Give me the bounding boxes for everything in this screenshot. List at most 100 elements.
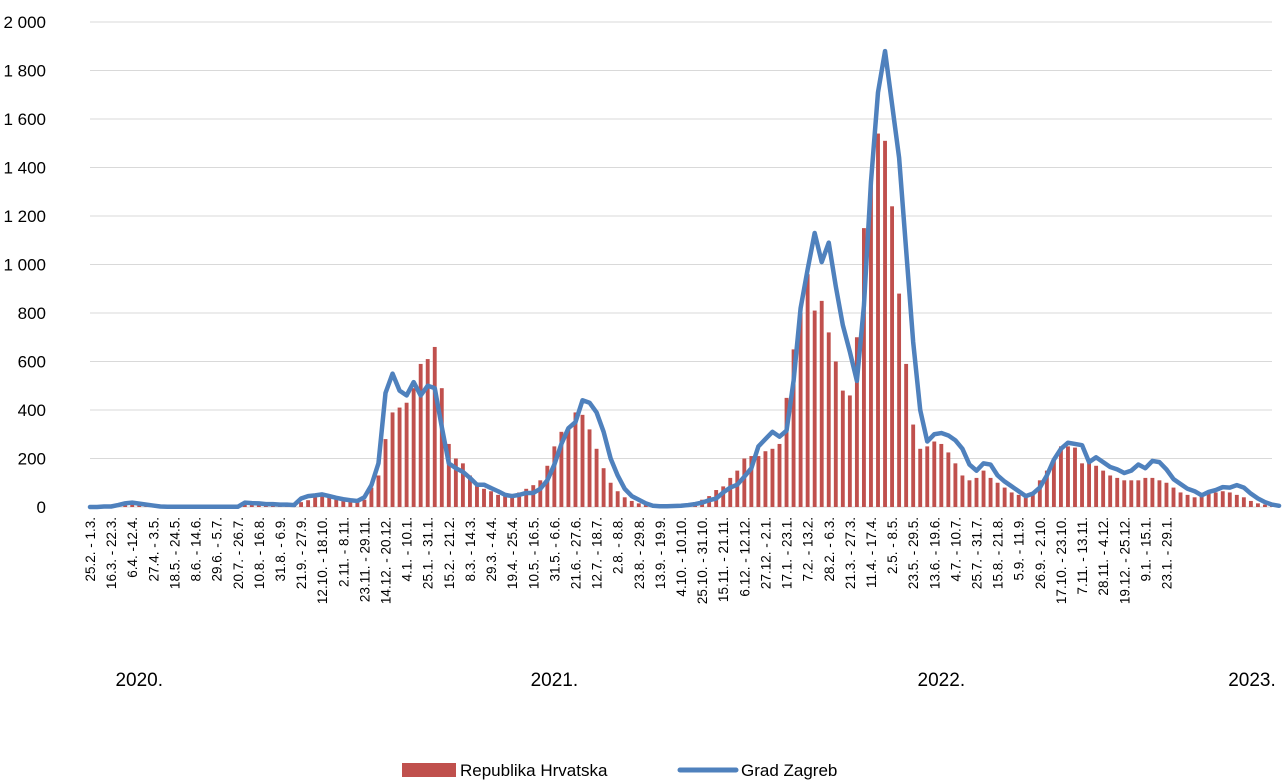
bar-republika-hrvatska <box>721 486 726 507</box>
bar-republika-hrvatska <box>1241 497 1246 507</box>
bar-republika-hrvatska <box>988 477 993 507</box>
bar-republika-hrvatska <box>756 456 761 507</box>
bar-republika-hrvatska <box>1206 493 1211 507</box>
bar-republika-hrvatska <box>1192 497 1197 507</box>
bar-republika-hrvatska <box>643 505 648 507</box>
bar-republika-hrvatska <box>981 470 986 507</box>
bar-republika-hrvatska <box>1101 470 1106 507</box>
bar-series-republika-hrvatska <box>109 133 1274 508</box>
bar-republika-hrvatska <box>475 483 479 507</box>
x-tick-label: 16.3. - 22.3. <box>104 517 119 589</box>
x-tick-label: 21.3. - 27.3. <box>843 517 858 589</box>
x-tick-label: 28.2. - 6.3. <box>822 517 837 582</box>
bar-republika-hrvatska <box>1129 480 1134 507</box>
x-tick-label: 29.6. - 5.7. <box>210 517 225 582</box>
bar-republika-hrvatska <box>566 428 571 507</box>
x-tick-label: 12.10. - 18.10. <box>315 517 330 604</box>
bar-republika-hrvatska <box>1199 494 1204 507</box>
bar-republika-hrvatska <box>594 448 599 507</box>
bar-republika-hrvatska <box>629 500 634 507</box>
year-label: 2020. <box>115 670 163 691</box>
x-tick-label: 8.6. - 14.6. <box>189 517 204 582</box>
bar-republika-hrvatska <box>334 499 339 507</box>
x-tick-label: 4.7. - 10.7. <box>948 517 963 582</box>
bar-republika-hrvatska <box>995 482 1000 507</box>
bar-republika-hrvatska <box>833 361 838 507</box>
bar-republika-hrvatska <box>840 390 845 507</box>
bar-republika-hrvatska <box>545 465 550 507</box>
x-tick-label: 31.5. - 6.6. <box>547 517 562 582</box>
bar-republika-hrvatska <box>1051 458 1056 507</box>
bar-republika-hrvatska <box>601 468 606 507</box>
bar-republika-hrvatska <box>552 446 557 507</box>
bar-republika-hrvatska <box>805 274 810 507</box>
bar-republika-hrvatska <box>1094 465 1099 507</box>
gridlines <box>90 21 1272 508</box>
bar-republika-hrvatska <box>320 496 325 507</box>
bar-republika-hrvatska <box>1016 494 1021 507</box>
x-tick-label: 20.7. - 26.7. <box>231 517 246 589</box>
bar-republika-hrvatska <box>397 407 402 507</box>
bar-republika-hrvatska <box>636 503 641 507</box>
bar-republika-hrvatska <box>932 441 937 507</box>
bar-republika-hrvatska <box>1263 504 1267 507</box>
x-tick-label: 27.12. - 2.1. <box>758 517 773 589</box>
x-tick-label: 29.3. - 4.4. <box>484 517 499 582</box>
y-tick-label: 1 600 <box>3 110 46 129</box>
bar-republika-hrvatska <box>1143 477 1148 507</box>
x-tick-label: 8.3. - 14.3. <box>463 517 478 582</box>
bar-republika-hrvatska <box>1248 500 1253 507</box>
bar-republika-hrvatska <box>1058 446 1063 507</box>
bar-republika-hrvatska <box>376 475 381 507</box>
x-tick-label: 2.11. - 8.11. <box>336 517 351 587</box>
x-tick-label: 18.5. - 24.5. <box>167 517 182 589</box>
line-grad-zagreb <box>87 48 1282 510</box>
bar-republika-hrvatska <box>911 424 916 507</box>
bar-republika-hrvatska <box>861 228 866 507</box>
x-tick-label: 2.5. - 8.5. <box>885 517 900 574</box>
x-tick-label: 17.10. - 23.10. <box>1054 517 1069 604</box>
bar-republika-hrvatska <box>1009 492 1014 507</box>
bar-republika-hrvatska <box>341 500 346 507</box>
x-tick-label: 7.11. - 13.11. <box>1075 517 1090 595</box>
bar-republika-hrvatska <box>460 463 465 507</box>
x-tick-label: 2.8. - 8.8. <box>611 517 626 574</box>
bar-republika-hrvatska <box>770 448 775 507</box>
x-tick-label: 23.8. - 29.8. <box>632 517 647 589</box>
bar-republika-hrvatska <box>953 463 958 507</box>
bar-republika-hrvatska <box>1227 492 1232 507</box>
bar-republika-hrvatska <box>1255 503 1260 507</box>
y-tick-label: 1 200 <box>3 207 46 226</box>
bar-republika-hrvatska <box>925 446 930 507</box>
x-tick-label: 11.4. - 17.4. <box>864 517 879 588</box>
bar-republika-hrvatska <box>974 477 979 507</box>
x-tick-label: 15.8. - 21.8. <box>991 517 1006 589</box>
line-series-grad-zagreb <box>87 48 1282 510</box>
x-tick-label: 31.8. - 6.9. <box>273 517 288 582</box>
bar-republika-hrvatska <box>439 388 444 507</box>
bar-republika-hrvatska <box>1171 487 1176 507</box>
bar-republika-hrvatska <box>1073 447 1077 507</box>
x-tick-label: 19.12. - 25.12. <box>1117 517 1132 604</box>
x-tick-label: 25.10. - 31.10. <box>695 517 710 604</box>
bar-republika-hrvatska <box>524 488 529 507</box>
legend-item-grad-zagreb: Grad Zagreb <box>677 761 837 780</box>
bar-republika-hrvatska <box>883 140 887 507</box>
bar-republika-hrvatska <box>573 412 578 507</box>
bar-republika-hrvatska <box>1044 470 1049 507</box>
bar-republika-hrvatska <box>854 337 859 507</box>
bar-republika-hrvatska <box>580 414 585 507</box>
bar-republika-hrvatska <box>517 492 522 507</box>
bar-republika-hrvatska <box>1030 492 1035 507</box>
y-axis-ticks: 0 200 400 600 800 1 000 1 200 1 400 1 600 1 800 2 … <box>3 13 46 517</box>
bar-republika-hrvatska <box>1108 475 1113 507</box>
bar-republika-hrvatska <box>728 477 733 507</box>
bar-republika-hrvatska <box>453 458 458 507</box>
bar-republika-hrvatska <box>777 443 782 507</box>
x-tick-label: 10.8. - 16.8. <box>252 517 267 589</box>
x-tick-label: 19.4. - 25.4. <box>505 517 520 589</box>
x-tick-label: 5.9. - 11.9. <box>1012 517 1027 581</box>
x-tick-label: 13.9. - 19.9. <box>653 517 668 589</box>
bar-republika-hrvatska <box>798 313 803 507</box>
legend-item-republika-hrvatska: Republika Hrvatska <box>402 761 608 780</box>
